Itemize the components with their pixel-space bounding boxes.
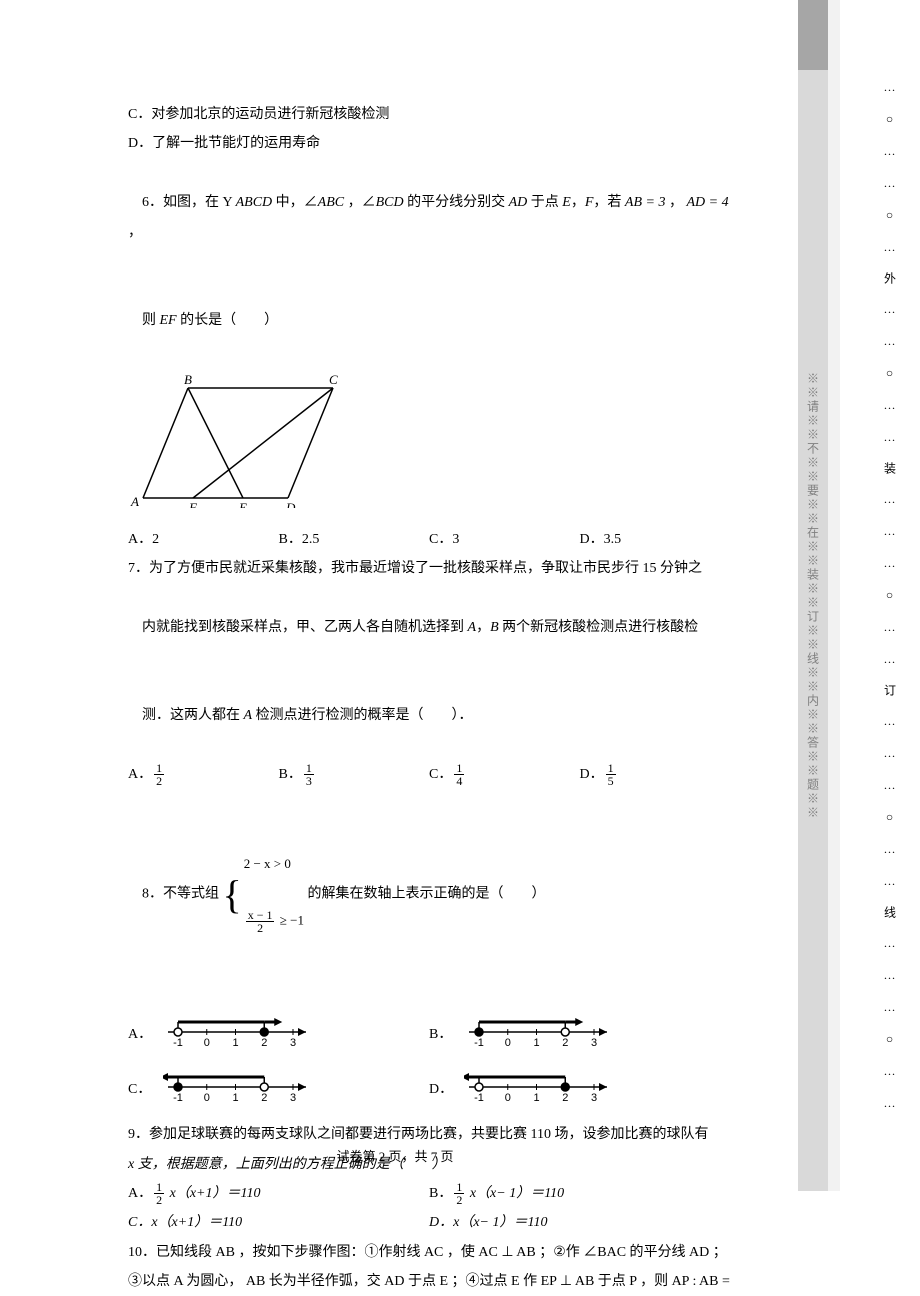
q8-row2: C． -1 0 1 2 3 D． -1 0 1 2 3 <box>128 1065 730 1110</box>
q8-stem: 8．不等式组 { 2 − x > 0 x − 12 ≥ −1 的解集在数轴上表示… <box>128 789 730 1000</box>
q7-line3: 测．这两人都在 A 检测点进行检测的概率是（ ）． <box>128 671 730 759</box>
q6-stem-line2: 则 EF 的长是（ ） <box>128 276 730 364</box>
q8-choice-a-label: A． <box>128 1023 163 1043</box>
q8-choice-c-label: C． <box>128 1078 163 1098</box>
svg-text:0: 0 <box>204 1092 210 1104</box>
q10-line2: ③以点 A 为圆心， AB 长为半径作弧，交 AD 于点 E ；④过点 E 作 … <box>128 1267 730 1296</box>
svg-text:E: E <box>238 500 247 508</box>
svg-text:1: 1 <box>534 1037 540 1049</box>
svg-text:3: 3 <box>290 1092 296 1104</box>
q6-choice-b: B．2.5 <box>279 525 430 554</box>
svg-text:0: 0 <box>505 1037 511 1049</box>
q6-figure: A B C D E F <box>128 373 730 513</box>
svg-text:B: B <box>184 373 192 387</box>
q9-choices-row1: A．12 x（x+1）＝110 B．12 x（x− 1）＝110 <box>128 1179 730 1208</box>
svg-text:2: 2 <box>563 1037 569 1049</box>
svg-text:3: 3 <box>591 1092 597 1104</box>
svg-text:D: D <box>285 500 296 508</box>
svg-text:3: 3 <box>290 1037 296 1049</box>
q7-choices: A．12 B．13 C．14 D．15 <box>128 760 730 789</box>
q9-choice-c: C．x（x+1）＝110 <box>128 1208 429 1237</box>
q9-choices-row2: C．x（x+1）＝110 D．x（x− 1）＝110 <box>128 1208 730 1237</box>
svg-text:F: F <box>188 500 198 508</box>
svg-text:2: 2 <box>262 1092 268 1104</box>
q8-row1: A． -1 0 1 2 3 B． -1 0 1 2 3 <box>128 1010 730 1055</box>
q10-line1: 10．已知线段 AB ，按如下步骤作图：①作射线 AC ，使 AC ⊥ AB ；… <box>128 1238 730 1267</box>
q9-choice-d: D．x（x− 1）＝110 <box>429 1208 730 1237</box>
q7-choice-d: D．15 <box>580 760 731 789</box>
svg-text:A: A <box>130 494 139 508</box>
q8-choice-b-label: B． <box>429 1023 464 1043</box>
q6-stem-line1: 6．如图，在 Y ABCD 中，∠ABC ，∠BCD 的平分线分别交 AD 于点… <box>128 159 730 277</box>
svg-text:-1: -1 <box>475 1092 485 1104</box>
svg-text:-1: -1 <box>475 1037 485 1049</box>
q5-opt-d: D．了解一批节能灯的运用寿命 <box>128 129 730 158</box>
q7-choice-c: C．14 <box>429 760 580 789</box>
exam-page: C．对参加北京的运动员进行新冠核酸检测 D．了解一批节能灯的运用寿命 6．如图，… <box>0 0 790 1191</box>
svg-text:2: 2 <box>262 1037 268 1049</box>
q6-choice-a: A．2 <box>128 525 279 554</box>
svg-text:3: 3 <box>591 1037 597 1049</box>
q8-choice-d-label: D． <box>429 1078 464 1098</box>
page-footer: 试卷第 2 页，共 7 页 <box>0 1146 790 1165</box>
svg-text:0: 0 <box>204 1037 210 1049</box>
q6-choice-d: D．3.5 <box>580 525 731 554</box>
side-strip-thin <box>828 0 840 1191</box>
q6-choice-c: C．3 <box>429 525 580 554</box>
q7-line2: 内就能找到核酸采样点，甲、乙两人各自随机选择到 A，B 两个新冠核酸检测点进行核… <box>128 583 730 671</box>
svg-text:-1: -1 <box>174 1092 184 1104</box>
svg-text:2: 2 <box>563 1092 569 1104</box>
q7-line1: 7．为了方便市民就近采集核酸，我市最近增设了一批核酸采样点，争取让市民步行 15… <box>128 554 730 583</box>
q9-choice-a: A．12 x（x+1）＝110 <box>128 1179 429 1208</box>
side-strip-instruction: ※※请※※不※※要※※在※※装※※订※※线※※内※※答※※题※※ <box>798 0 828 1191</box>
svg-text:1: 1 <box>233 1037 239 1049</box>
side-gray-block <box>798 0 828 70</box>
q7-choice-a: A．12 <box>128 760 279 789</box>
side-strip-dots: … ○ … … ○ … 外 … … ○ … … 装 … … … ○ … … 订 … <box>860 0 920 1191</box>
svg-text:1: 1 <box>233 1092 239 1104</box>
q7-choice-b: B．13 <box>279 760 430 789</box>
svg-text:1: 1 <box>534 1092 540 1104</box>
q5-opt-c: C．对参加北京的运动员进行新冠核酸检测 <box>128 100 730 129</box>
svg-text:C: C <box>329 373 338 387</box>
svg-text:-1: -1 <box>174 1037 184 1049</box>
q6-choices: A．2 B．2.5 C．3 D．3.5 <box>128 525 730 554</box>
svg-text:0: 0 <box>505 1092 511 1104</box>
q9-choice-b: B．12 x（x− 1）＝110 <box>429 1179 730 1208</box>
